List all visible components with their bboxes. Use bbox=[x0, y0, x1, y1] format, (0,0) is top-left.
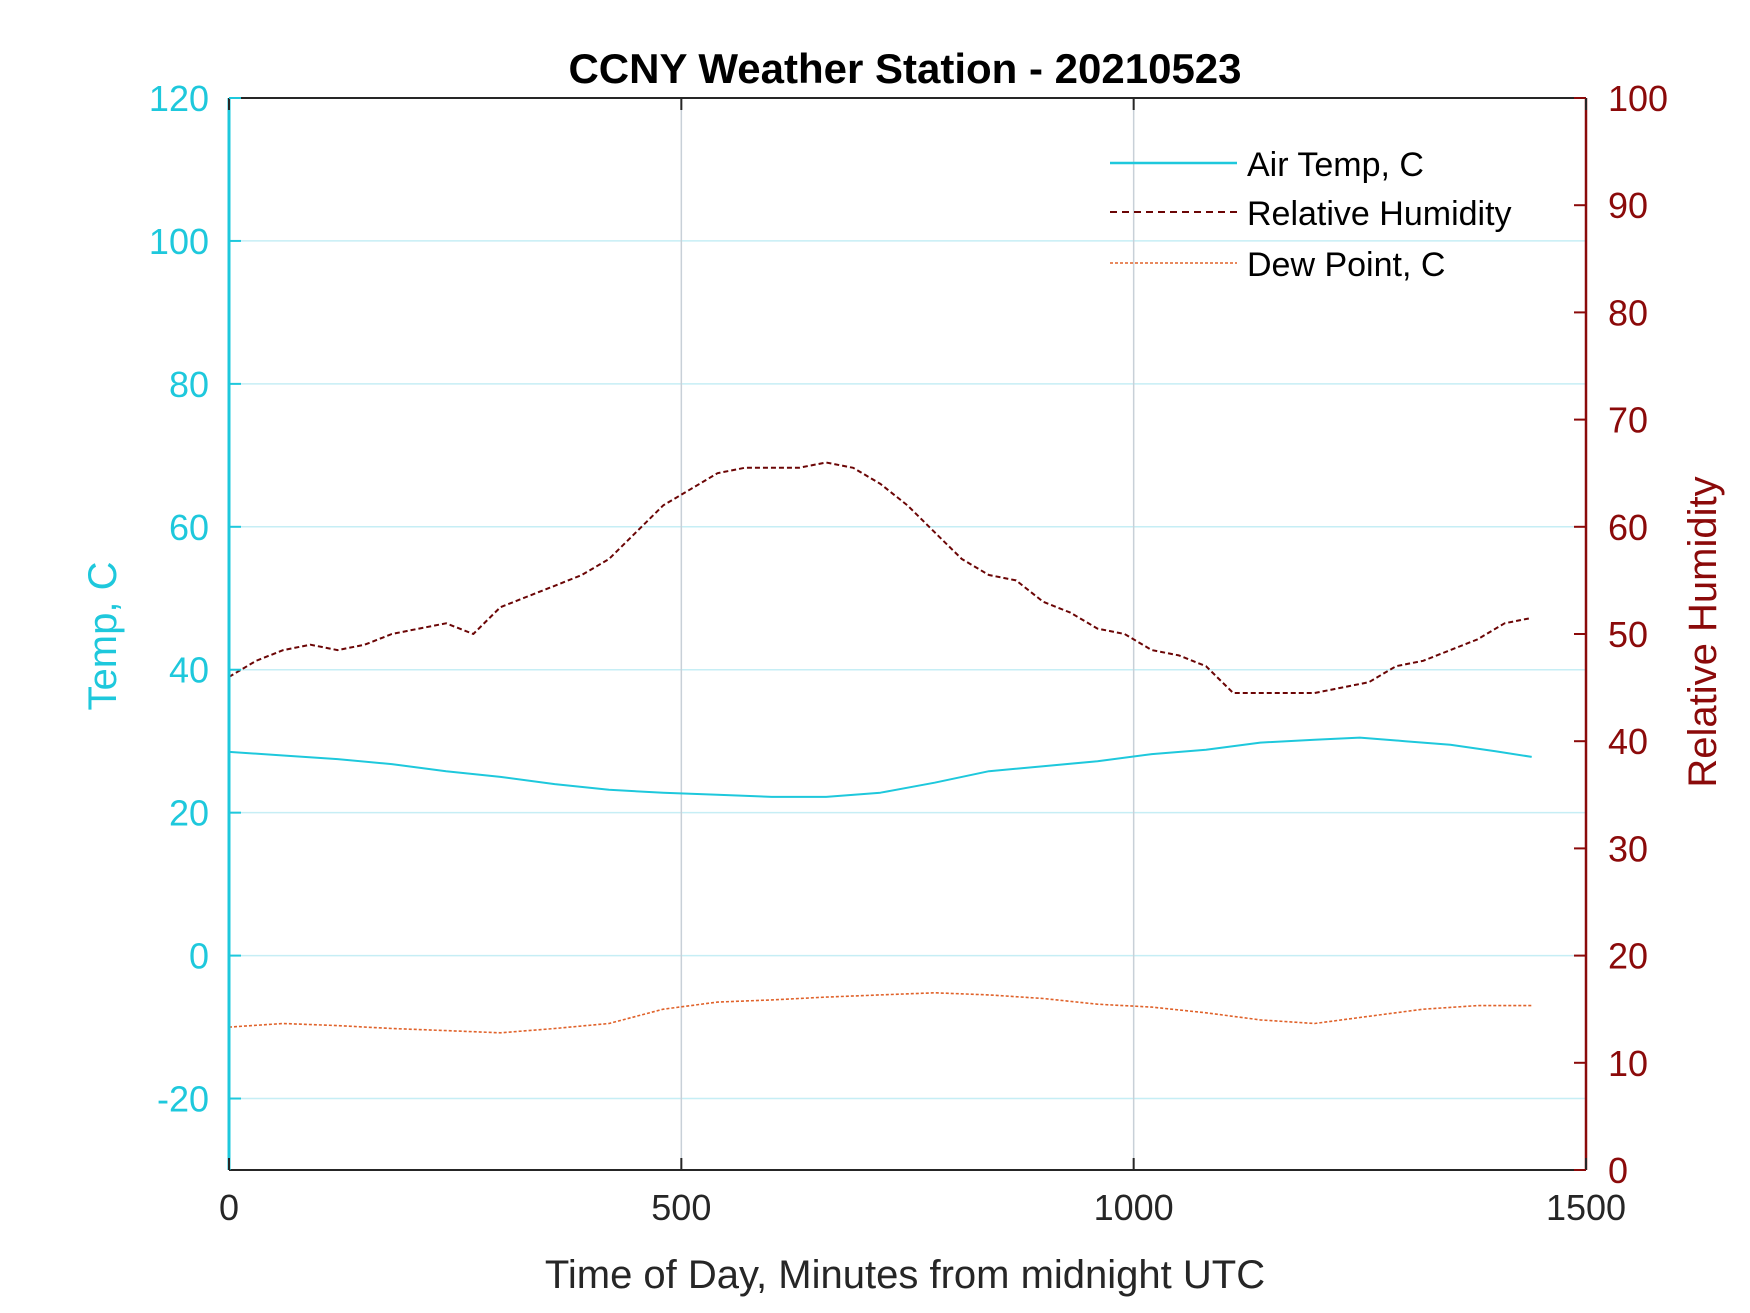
y-right-tick-label: 80 bbox=[1608, 292, 1648, 333]
y-right-tick-label: 70 bbox=[1608, 400, 1648, 441]
chart-title: CCNY Weather Station - 20210523 bbox=[568, 45, 1241, 92]
y-right-tick-label: 20 bbox=[1608, 936, 1648, 977]
y-left-tick-label: 0 bbox=[189, 936, 209, 977]
y-right-tick-label: 100 bbox=[1608, 78, 1668, 119]
series-line-dew-point-c bbox=[228, 991, 1532, 1034]
y-axis-left-label: Temp, C bbox=[81, 562, 125, 711]
y-left-tick-label: 100 bbox=[149, 221, 209, 262]
x-tick-label: 1000 bbox=[1094, 1187, 1174, 1228]
y-right-tick-label: 90 bbox=[1608, 185, 1648, 226]
legend-label-air-temp: Air Temp, C bbox=[1247, 146, 1424, 184]
y-right-tick-label: 60 bbox=[1608, 507, 1648, 548]
y-right-tick-label: 30 bbox=[1608, 828, 1648, 869]
y-left-tick-label: 120 bbox=[149, 78, 209, 119]
legend-label-dew-point: Dew Point, C bbox=[1247, 246, 1445, 284]
y-right-tick-label: 40 bbox=[1608, 721, 1648, 762]
axes bbox=[227, 97, 1588, 1171]
y-right-tick-label: 10 bbox=[1608, 1043, 1648, 1084]
series-line-relative-humidity bbox=[228, 461, 1532, 694]
tick-labels: 0 500 1000 1500 -20 0 20 40 60 80 100 120 0 10 20 30 40 5… bbox=[149, 78, 1668, 1228]
y-left-tick-label: 20 bbox=[169, 793, 209, 834]
y-axis-right-label: Relative Humidity bbox=[1681, 476, 1725, 787]
y-right-tick-label: 50 bbox=[1608, 614, 1648, 655]
x-tick-label: 500 bbox=[651, 1187, 711, 1228]
series-layer bbox=[228, 461, 1532, 1034]
legend-label-relative-humidity: Relative Humidity bbox=[1247, 195, 1512, 233]
series-line-air-temp-c bbox=[228, 736, 1532, 798]
x-axis-label: Time of Day, Minutes from midnight UTC bbox=[545, 1253, 1265, 1297]
legend: Air Temp, C Relative Humidity Dew Point,… bbox=[1110, 146, 1512, 284]
y-left-tick-label: 60 bbox=[169, 507, 209, 548]
x-tick-label: 0 bbox=[219, 1187, 239, 1228]
y-left-tick-label: -20 bbox=[157, 1079, 209, 1120]
x-tick-label: 1500 bbox=[1546, 1187, 1626, 1228]
y-left-tick-label: 80 bbox=[169, 364, 209, 405]
y-right-tick-label: 0 bbox=[1608, 1150, 1628, 1191]
y-left-tick-label: 40 bbox=[169, 650, 209, 691]
